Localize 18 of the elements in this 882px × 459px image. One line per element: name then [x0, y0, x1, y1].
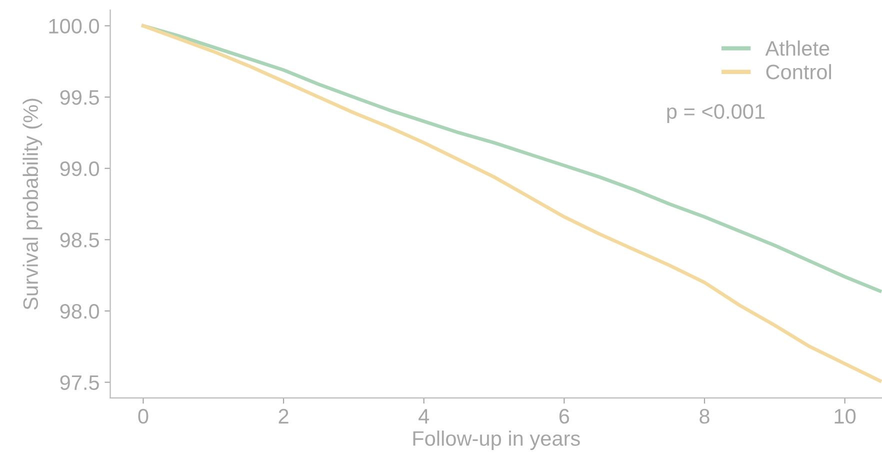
y-tick-label: 99.0: [60, 161, 100, 176]
line-series: [141, 24, 882, 383]
y-tick-label: 100.0: [49, 18, 100, 34]
annotation: p = <0.001: [667, 104, 765, 124]
y-tick-label: 98.0: [60, 304, 100, 319]
x-tick-label: 8: [700, 408, 710, 424]
x-tick-label: 0: [138, 408, 148, 424]
legend-label: Athlete: [765, 40, 830, 56]
y-axis-title: Survival probability (%): [22, 98, 42, 310]
x-axis-title: Follow-up in years: [413, 430, 580, 450]
x-tick-label: 4: [418, 409, 430, 424]
x-tick-label: 2: [278, 408, 288, 424]
y-tick-label: 97.5: [60, 375, 99, 390]
legend-label: Control: [766, 64, 831, 80]
x-tick-label: 10: [834, 408, 856, 424]
x-tick-label: 6: [559, 408, 570, 424]
y-tick-label: 98.5: [60, 232, 99, 248]
y-tick-label: 99.5: [60, 90, 99, 105]
